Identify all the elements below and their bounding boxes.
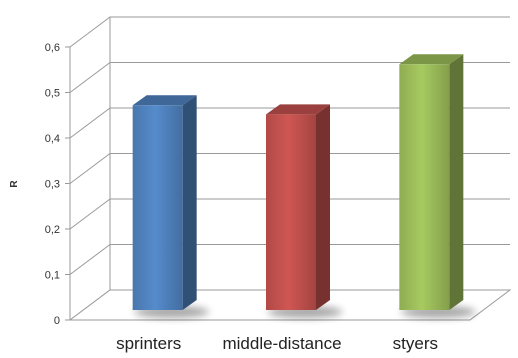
gridline <box>69 107 510 139</box>
y-axis-title: R <box>9 180 20 188</box>
bar <box>266 114 316 310</box>
y-tick-label: 0,6 <box>45 42 60 54</box>
y-tick-label: 0,5 <box>45 88 60 100</box>
y-tick-label: 0,2 <box>45 224 60 236</box>
bar-top <box>399 54 464 65</box>
gridline <box>69 62 510 93</box>
bar-side <box>182 95 197 310</box>
y-axis-ticks: 0 0,1 0,2 0,3 0,4 0,5 0,6 <box>45 42 60 327</box>
bar-side <box>316 104 330 310</box>
y-tick-label: 0,3 <box>45 179 60 191</box>
bar-side <box>449 54 464 310</box>
gridline <box>69 198 510 230</box>
gridline <box>69 16 510 48</box>
bars <box>132 54 476 318</box>
bar <box>132 105 183 310</box>
x-category-label: sprinters <box>116 334 181 353</box>
gridline <box>69 153 510 184</box>
y-tick-label: 0,4 <box>45 133 60 145</box>
y-tick-label: 0 <box>54 315 60 327</box>
x-axis-categories: sprinters middle-distance styers <box>116 334 438 353</box>
x-category-label: middle-distance <box>222 334 341 353</box>
y-tick-label: 0,1 <box>45 270 60 282</box>
bar-top <box>132 95 197 106</box>
gridline <box>69 244 510 275</box>
bar <box>399 64 450 310</box>
x-category-label: styers <box>393 334 438 353</box>
bar-top <box>266 104 330 115</box>
